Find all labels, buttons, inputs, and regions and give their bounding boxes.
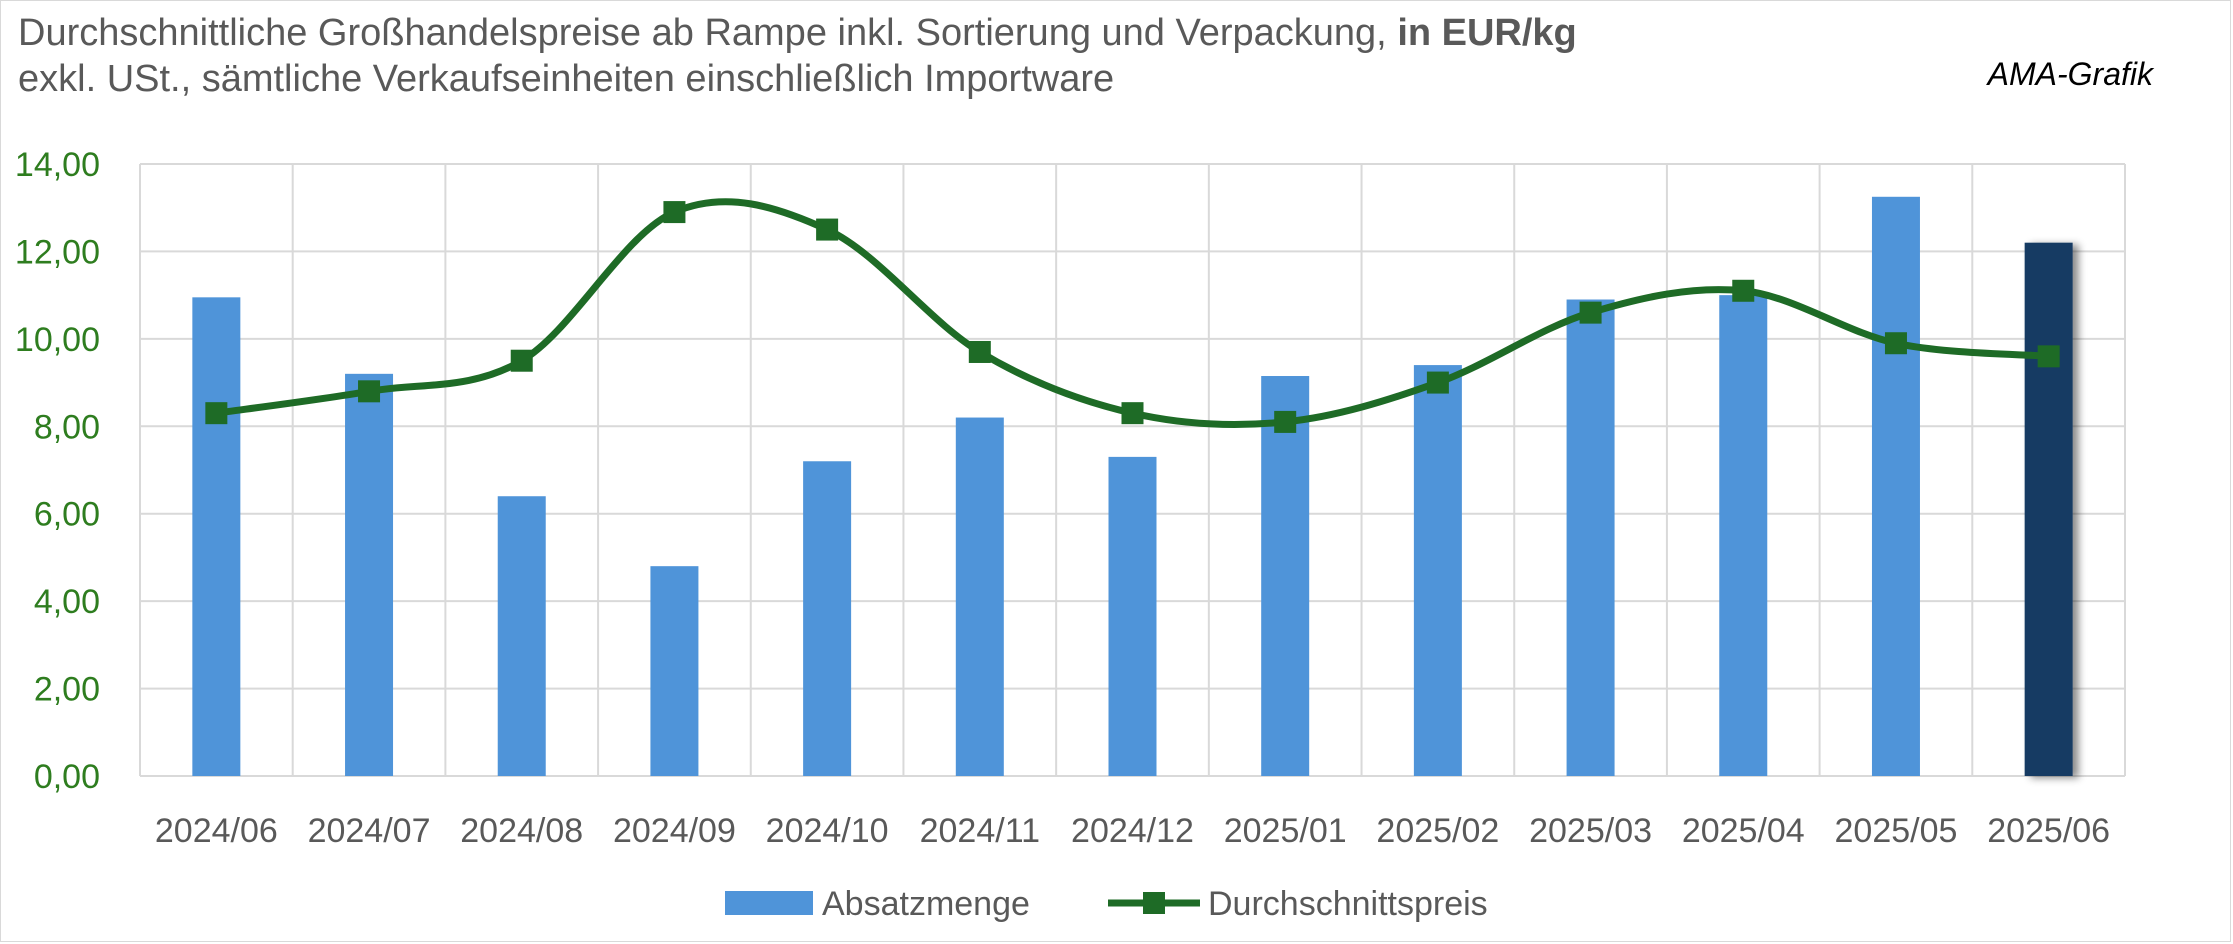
bar-2025-02 — [1413, 365, 1462, 776]
x-tick-label: 2024/07 — [308, 812, 431, 850]
price-marker-2024-12 — [1121, 402, 1144, 425]
legend-marker-durchschnittspreis — [1143, 892, 1165, 914]
x-tick-label: 2025/02 — [1376, 812, 1499, 850]
price-marker-2025-01 — [1274, 410, 1297, 433]
bar-2024-12 — [1108, 456, 1157, 776]
chart-title-unit: in EUR/kg — [1397, 12, 1577, 54]
bar-2025-05 — [1871, 196, 1920, 777]
y-tick-label: 2,00 — [34, 671, 100, 709]
y-tick-label: 8,00 — [34, 408, 100, 446]
bar-2024-07 — [345, 373, 394, 776]
x-tick-label: 2024/09 — [613, 812, 736, 850]
x-tick-label: 2025/01 — [1224, 812, 1347, 850]
y-axis: 0,00 2,00 4,00 6,00 8,00 10,00 12,00 14,00 — [15, 146, 100, 796]
price-marker-2024-10 — [816, 218, 839, 241]
source-label: AMA-Grafik — [1987, 56, 2153, 92]
price-marker-2024-08 — [510, 349, 533, 372]
x-tick-label: 2024/11 — [920, 812, 1040, 850]
price-marker-2024-07 — [358, 380, 381, 403]
price-marker-2025-06 — [2037, 345, 2060, 368]
line-series-durchschnittspreis — [205, 198, 2060, 433]
x-tick-label: 2024/06 — [155, 812, 278, 850]
price-marker-2024-11 — [968, 340, 991, 363]
y-tick-label: 4,00 — [34, 583, 100, 621]
x-tick-label: 2025/05 — [1835, 812, 1958, 850]
y-tick-label: 10,00 — [15, 321, 100, 359]
chart-title: Durchschnittliche Großhandelspreise ab R… — [18, 12, 1577, 55]
chart-title-text: Durchschnittliche Großhandelspreise ab R… — [18, 12, 1398, 54]
bar-2025-01 — [1261, 376, 1310, 776]
chart-subtitle: exkl. USt., sämtliche Verkaufseinheiten … — [18, 58, 1115, 100]
bar-2024-06 — [192, 297, 241, 776]
price-marker-2025-02 — [1426, 371, 1449, 394]
price-marker-2025-03 — [1579, 301, 1602, 324]
price-marker-2025-04 — [1732, 279, 1755, 302]
x-axis: 2024/06 2024/07 2024/08 2024/09 2024/10 2024/… — [155, 812, 2110, 850]
bar-series-absatzmenge — [192, 196, 2073, 777]
x-tick-label: 2025/04 — [1682, 812, 1805, 850]
y-tick-label: 6,00 — [34, 496, 100, 534]
price-marker-2025-05 — [1884, 332, 1907, 355]
bar-2024-09 — [650, 566, 699, 776]
bar-2025-03 — [1566, 299, 1615, 776]
x-tick-label: 2025/06 — [1987, 812, 2110, 850]
legend-label-absatzmenge: Absatzmenge — [822, 885, 1030, 923]
bar-2025-04 — [1719, 295, 1768, 776]
y-tick-label: 14,00 — [15, 146, 100, 184]
bar-2025-06 — [2024, 242, 2073, 776]
price-line — [212, 198, 2053, 428]
x-tick-label: 2025/03 — [1529, 812, 1652, 850]
legend-label-durchschnittspreis: Durchschnittspreis — [1208, 885, 1488, 923]
bar-2024-10 — [803, 461, 852, 776]
y-tick-label: 0,00 — [34, 758, 100, 796]
legend: Absatzmenge Durchschnittspreis — [725, 885, 1488, 923]
bar-2024-08 — [497, 496, 546, 776]
bar-2024-11 — [955, 417, 1004, 776]
x-tick-label: 2024/08 — [460, 812, 583, 850]
x-tick-label: 2024/12 — [1071, 812, 1194, 850]
legend-swatch-absatzmenge — [725, 891, 813, 915]
y-tick-label: 12,00 — [15, 233, 100, 271]
price-marker-2024-09 — [663, 201, 686, 224]
x-tick-label: 2024/10 — [766, 812, 889, 850]
price-marker-2024-06 — [205, 402, 228, 425]
